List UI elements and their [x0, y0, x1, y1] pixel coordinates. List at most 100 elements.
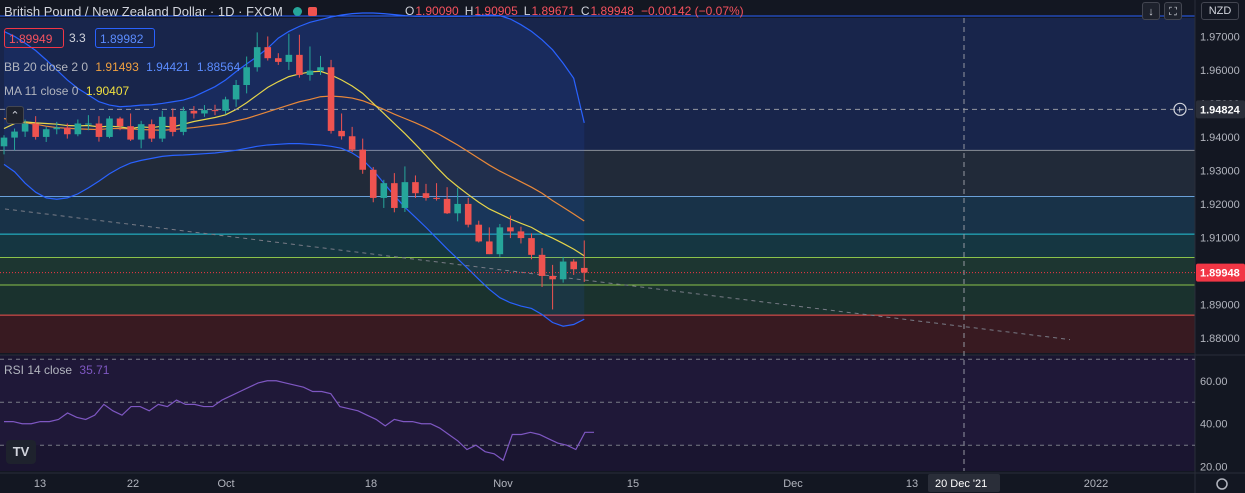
symbol-title: British Pound / New Zealand Dollar · 1D …: [4, 3, 283, 19]
candle: [85, 115, 92, 131]
crosshair-date-label: 20 Dec '21: [935, 478, 987, 490]
candle-body: [190, 110, 198, 114]
candle: [443, 187, 451, 214]
candle-body: [180, 110, 187, 132]
candle: [517, 226, 525, 244]
price-tick-label: 1.89000: [1200, 299, 1240, 311]
symbol-header[interactable]: British Pound / New Zealand Dollar · 1D …: [4, 2, 317, 20]
ma-legend[interactable]: MA 11 close 0 1.90407: [4, 84, 129, 98]
rsi-tick-label: 40.00: [1200, 419, 1228, 431]
change-value: −0.00142 (−0.07%): [640, 4, 744, 18]
rsi-line: [4, 380, 594, 462]
candle-body: [391, 183, 398, 208]
price-tick-label: 1.91000: [1200, 232, 1240, 244]
candle-body: [106, 118, 113, 137]
candle-body: [317, 67, 324, 71]
candle: [296, 34, 303, 78]
candle-body: [412, 182, 419, 194]
candle: [169, 108, 177, 137]
candle-body: [359, 149, 366, 170]
candle-body: [21, 123, 29, 132]
x-tick-label: 13: [906, 478, 918, 490]
candle-body: [253, 47, 261, 68]
price-tick-label: 1.94000: [1200, 132, 1240, 144]
candle: [359, 138, 366, 174]
market-status-icon: [292, 6, 302, 16]
candle: [454, 187, 461, 222]
candle-body: [348, 136, 356, 150]
candle: [0, 135, 8, 155]
bb-upper-value: 1.94421: [146, 60, 190, 74]
rsi-tick-label: 20.00: [1200, 462, 1228, 474]
high-label: H: [464, 4, 474, 18]
rsi-legend[interactable]: RSI 14 close 35.71: [4, 363, 109, 377]
buy-price: 1.89982: [100, 32, 144, 46]
candle: [464, 197, 472, 228]
candle-body: [232, 85, 240, 100]
candle: [433, 183, 440, 201]
candle: [74, 119, 82, 137]
candle-body: [201, 110, 208, 114]
candle-body: [53, 127, 61, 130]
sell-price: 1.89949: [9, 32, 53, 46]
candle: [528, 233, 535, 260]
candle-body: [486, 241, 493, 255]
candle-body: [507, 227, 514, 232]
bb-upper-line: [3, 12, 585, 123]
bb-legend[interactable]: BB 20 close 2 0 1.91493 1.94421 1.88564: [4, 60, 240, 74]
candle-body: [211, 110, 219, 112]
candle: [64, 123, 71, 139]
candle-body: [137, 124, 145, 140]
trend-line: [4, 208, 1071, 341]
candle-body: [222, 99, 229, 111]
currency-label: NZD: [1208, 5, 1232, 17]
crosshair-date-bg: [928, 474, 1000, 492]
candle: [559, 256, 567, 283]
candle: [327, 59, 335, 134]
candle-body: [496, 227, 504, 255]
buy-button[interactable]: 1.89982: [95, 28, 155, 48]
candle-body: [380, 183, 388, 198]
rsi-value: 35.71: [79, 363, 110, 377]
candle: [285, 33, 293, 70]
x-tick-label: Oct: [217, 478, 234, 490]
candle: [475, 220, 483, 243]
candle: [137, 120, 145, 149]
candle-body: [0, 137, 8, 147]
candle: [201, 105, 208, 117]
sell-button[interactable]: 1.89949: [4, 28, 64, 48]
x-tick-label: Nov: [493, 478, 513, 490]
candle-body: [85, 123, 92, 125]
candle-body: [549, 275, 556, 280]
candle: [127, 113, 134, 141]
candle-body: [296, 54, 303, 75]
candle: [338, 113, 345, 140]
close-label: C: [580, 4, 590, 18]
settings-gear-icon: [1216, 478, 1228, 490]
last-price-label-bg: [1196, 263, 1245, 282]
fullscreen-icon[interactable]: ⛶: [1164, 2, 1182, 20]
candle-body: [369, 169, 377, 198]
candle: [369, 167, 377, 203]
candle: [391, 173, 398, 213]
candle-body: [32, 123, 39, 137]
candle: [507, 215, 514, 239]
candle-body: [306, 70, 314, 75]
tradingview-logo-icon[interactable]: TV: [6, 440, 36, 464]
scroll-down-icon[interactable]: ↓: [1142, 2, 1160, 20]
collapse-legend-icon[interactable]: ⌃: [6, 106, 24, 124]
candle: [243, 56, 250, 94]
crosshair-price-label-bg: [1196, 100, 1245, 119]
candle: [422, 183, 430, 201]
candle: [11, 128, 18, 151]
candle: [549, 264, 556, 310]
rsi-label: RSI 14 close: [4, 363, 73, 377]
zone-band: [0, 150, 1195, 197]
candle: [158, 110, 166, 142]
candle: [496, 224, 504, 257]
zone-band: [0, 284, 1195, 316]
candle: [253, 32, 261, 72]
price-tick-label: 1.93000: [1200, 165, 1240, 177]
currency-selector[interactable]: NZD: [1201, 2, 1239, 20]
